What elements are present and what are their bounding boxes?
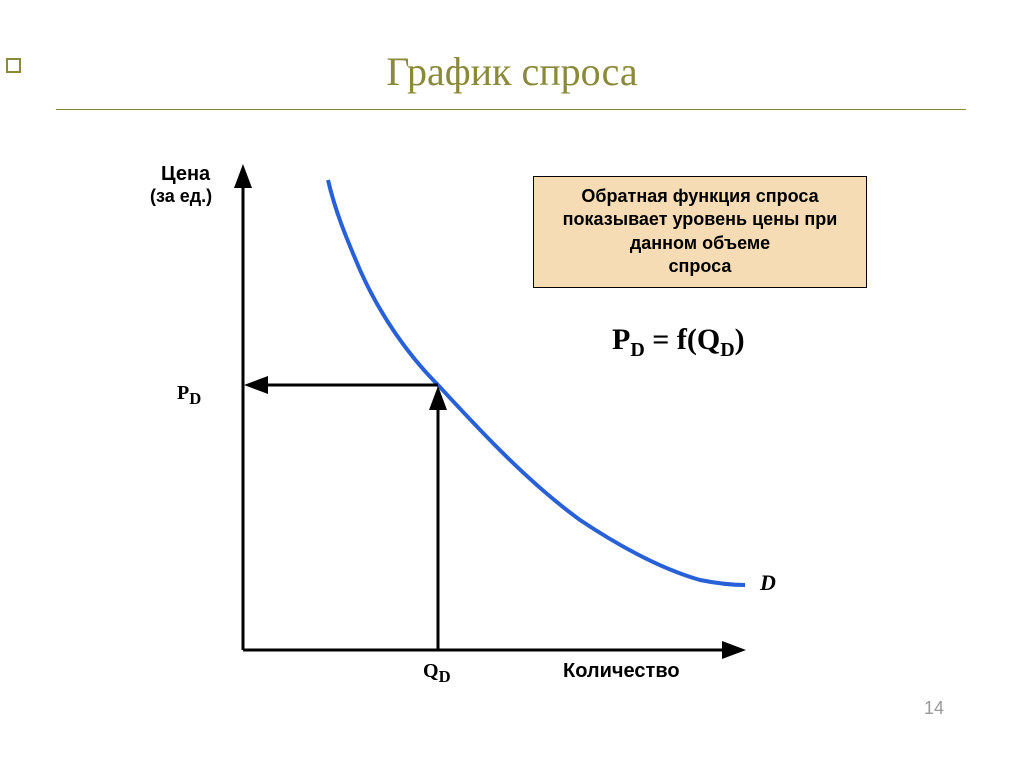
page-number: 14 [924,698,944,719]
annotation-line-2: показывает уровень цены при [546,208,854,231]
slide-bullet-decoration [6,58,21,73]
annotation-box: Обратная функция спроса показывает урове… [533,176,867,288]
y-axis-label-price: Цена [161,163,210,186]
x-axis-label: Количество [563,660,680,683]
title-underline [56,109,966,110]
qd-label: QD [423,660,451,687]
annotation-line-3: данном объеме [546,232,854,255]
curve-label-d: D [760,570,776,596]
page-title: График спроса [0,0,1024,109]
annotation-line-1: Обратная функция спроса [546,185,854,208]
y-axis-label-unit: (за ед.) [150,186,212,207]
demand-chart: Цена (за ед.) PD QD Количество D Обратна… [0,140,1024,700]
pd-label: PD [177,382,201,409]
formula: PD = f(QD) [612,323,745,362]
chart-svg [0,140,1024,700]
annotation-line-4: спроса [546,255,854,278]
